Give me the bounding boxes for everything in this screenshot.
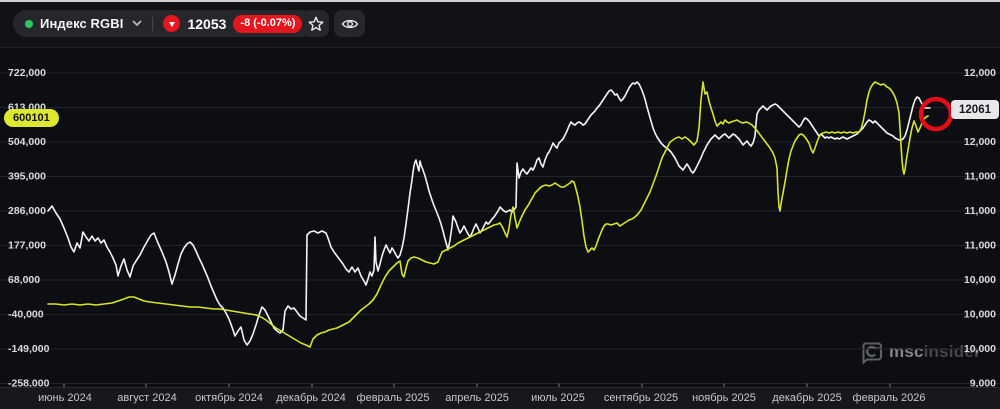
y-axis-label-left: -40,000 (8, 308, 44, 320)
y-axis-label-left: 177,000 (8, 239, 46, 251)
price-change-badge: -8 (-0.07%) (233, 14, 303, 33)
y-axis-label-right: 11,000 (964, 239, 996, 251)
x-axis-label: декабрь 2024 (276, 392, 346, 404)
left-axis-value-badge: 600101 (4, 109, 59, 127)
x-axis-label: ноябрь 2025 (692, 392, 756, 404)
instrument-name: Индекс RGBI (40, 16, 124, 31)
eye-icon (341, 17, 359, 31)
y-axis-label-right: 9,000 (970, 377, 996, 389)
x-axis: июнь 2024 август 2024 октябрь 2024 декабрь … (0, 387, 1000, 409)
y-axis-label-left: 395,000 (8, 170, 46, 182)
x-axis-label: октябрь 2024 (195, 392, 263, 404)
y-axis-label-left: -258,000 (8, 377, 50, 389)
window-top-edge (0, 0, 1000, 2)
y-axis-label-right: 10,000 (964, 274, 996, 286)
y-axis-label-left: 504,000 (8, 136, 46, 148)
x-axis-label: февраль 2025 (356, 392, 430, 404)
y-axis-label-right: 11,000 (964, 205, 996, 217)
watchlist-button[interactable] (334, 10, 365, 37)
y-axis-label-right: 12,000 (964, 67, 996, 79)
price-down-icon (163, 15, 181, 32)
y-axis-label-right: 12,000 (964, 136, 996, 148)
x-axis-label: июнь 2024 (38, 392, 92, 404)
y-axis-label-left: 722,000 (8, 67, 46, 79)
x-axis-label: август 2024 (117, 392, 177, 404)
x-axis-label: апрель 2025 (445, 392, 509, 404)
market-open-dot (25, 19, 33, 28)
star-icon (308, 16, 324, 32)
highlight-circle-annotation (918, 96, 954, 132)
divider (152, 16, 154, 31)
chevron-down-icon (132, 20, 142, 27)
toolbar: Индекс RGBI 12053 -8 (-0.07%) (0, 2, 1000, 48)
y-axis-label-left: -149,000 (8, 343, 50, 355)
instrument-selector[interactable]: Индекс RGBI 12053 -8 (-0.07%) (13, 10, 315, 37)
favorite-button[interactable] (302, 10, 329, 37)
x-axis-label: июль 2025 (531, 392, 585, 404)
x-axis-label: сентябрь 2025 (603, 392, 679, 404)
y-axis-label-left: 286,000 (8, 205, 46, 217)
y-axis-label-left: 68,000 (8, 274, 40, 286)
x-axis-label: декабрь 2025 (772, 392, 842, 404)
rgbi-index-line (47, 81, 931, 346)
watermark: mscinsider (860, 340, 981, 364)
x-axis-label: февраль 2026 (852, 392, 926, 404)
y-axis-label-right: 10,000 (964, 343, 996, 355)
right-axis-value-badge: 12061 (951, 100, 999, 119)
y-axis-label-right: 10,000 (964, 308, 996, 320)
watermark-text: mscinsider (889, 342, 981, 361)
series-600101-line (47, 81, 929, 348)
y-axis-label-right: 11,000 (964, 170, 996, 182)
last-price: 12053 (187, 15, 227, 32)
